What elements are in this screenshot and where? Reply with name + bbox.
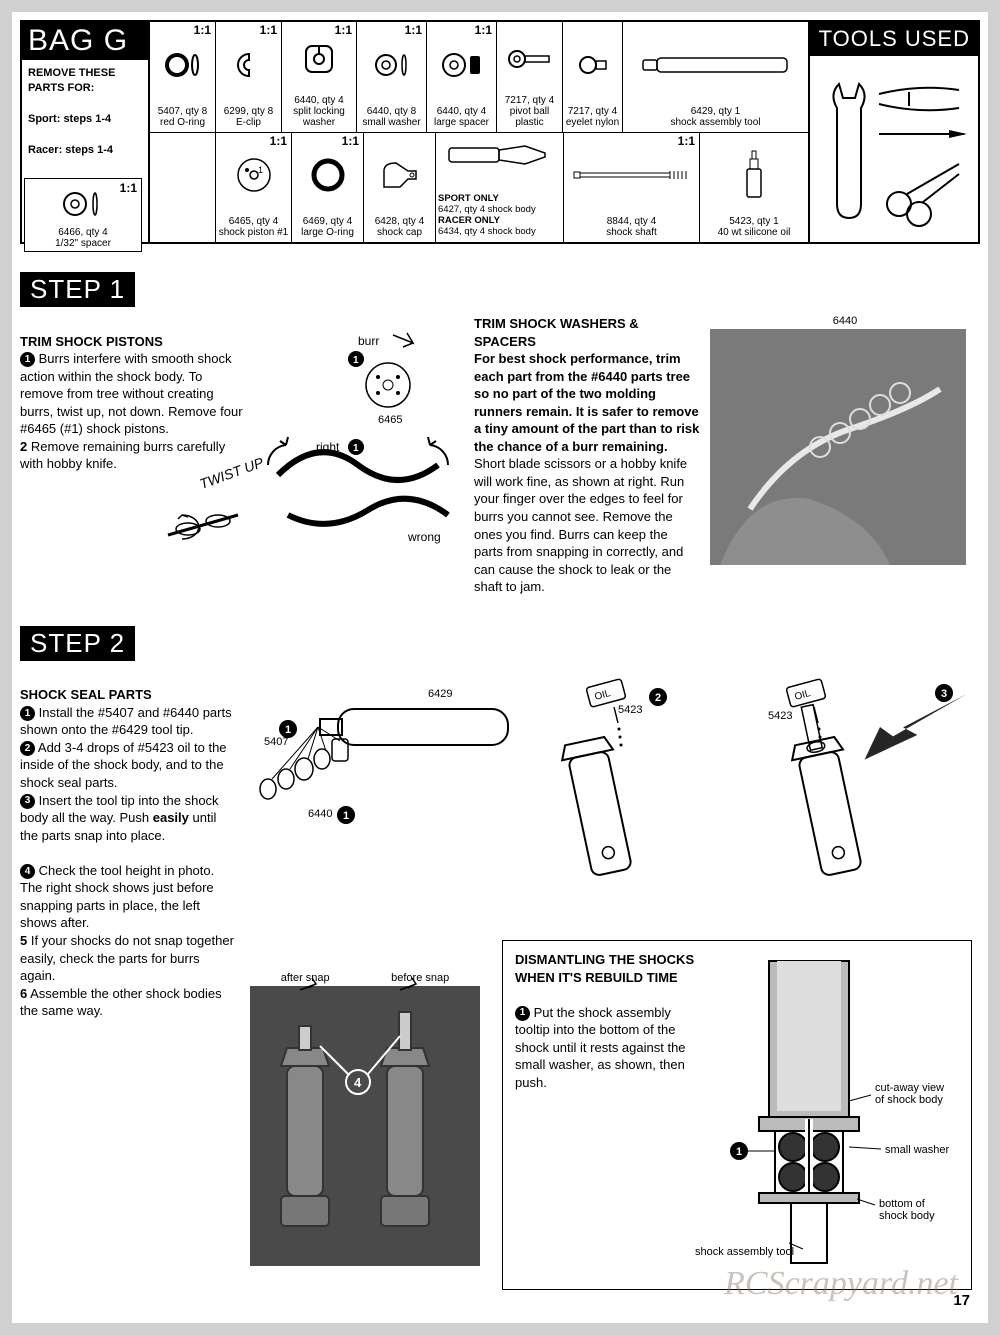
part-8844: 1:1 8844, qty 4 shock shaft [564,133,700,243]
bag-title: BAG G [22,22,148,60]
step1-h2: TRIM SHOCK WASHERS & SPACERS [474,316,639,349]
svg-text:OIL: OIL [593,688,612,703]
svg-text:5423: 5423 [768,710,792,722]
burr-label: burr [358,334,379,348]
step1-photo-col: 6440 [710,315,980,596]
svg-text:1: 1 [353,355,359,366]
dismantle-heading: DISMANTLING THE SHOCKS WHEN IT'S REBUILD… [515,952,694,985]
tools-illustration [810,56,978,242]
parts-grid: 1:1 5407, qty 8 red O-ring 1:1 6299, qty… [150,22,808,242]
bag-instructions: REMOVE THESE PARTS FOR: Sport: steps 1-4… [22,60,148,164]
dismantle-text: DISMANTLING THE SHOCKS WHEN IT'S REBUILD… [515,951,699,1274]
part-6429: 6429, qty 1 shock assembly tool [623,22,808,132]
svg-text:1: 1 [353,443,359,454]
eyelet-icon [565,24,620,106]
svg-text:2: 2 [655,692,661,704]
shock-cap-icon [366,135,433,217]
manual-page: BAG G REMOVE THESE PARTS FOR: Sport: ste… [12,12,988,1323]
remove-label: REMOVE THESE PARTS FOR: [28,67,115,94]
tools-box: TOOLS USED [808,22,978,242]
step-1: STEP 1 TRIM SHOCK PISTONS 1 Burrs interf… [20,272,980,596]
svg-text:shock body: shock body [879,1210,935,1222]
shock-snap-photo: 4 [250,986,480,1266]
photo-partnum: 6440 [710,315,980,327]
after-snap-label: after snap [281,972,330,984]
part-7217b: 7217, qty 4 eyelet nylon [563,22,623,132]
svg-text:3: 3 [941,688,947,700]
dismantle-diagram: 1 cut-away view of shock body small wash… [699,951,959,1274]
svg-text:4: 4 [354,1075,362,1090]
page-number: 17 [953,1292,970,1309]
before-snap-label: before snap [391,972,449,984]
svg-text:1: 1 [343,810,349,822]
pivot-ball-icon [499,24,560,95]
svg-text:wrong: wrong [407,530,441,544]
step2-h1: SHOCK SEAL PARTS [20,687,152,702]
step2-text: SHOCK SEAL PARTS 1 Install the #5407 and… [20,669,238,1020]
svg-text:OIL: OIL [793,688,812,703]
dismantle-box: DISMANTLING THE SHOCKS WHEN IT'S REBUILD… [502,940,972,1290]
svg-text:shock assembly tool: shock assembly tool [695,1246,794,1258]
part-shock-body: SPORT ONLY 6427, qty 4 shock body RACER … [436,133,564,243]
part-5407: 1:1 5407, qty 8 red O-ring [150,22,216,132]
hand-trim-photo [710,329,966,565]
step2-diagram-area: 6429 [238,669,980,949]
part-6428: 6428, qty 4 shock cap [364,133,436,243]
step1-right-text: TRIM SHOCK WASHERS & SPACERS For best sh… [474,315,700,596]
assembly-tool-icon [625,24,806,106]
sport-steps: Sport: steps 1-4 [28,113,111,125]
part-6440c: 1:1 6440, qty 4 large spacer [427,22,497,132]
svg-text:1: 1 [736,1146,742,1158]
svg-text:5407: 5407 [264,736,288,748]
part-6466 [150,133,216,243]
step-1-label: STEP 1 [20,272,135,307]
svg-text:cut-away view: cut-away view [875,1082,944,1094]
oil-bottle-icon [702,135,806,217]
part-6440b: 1:1 6440, qty 8 small washer [357,22,427,132]
svg-text:5423: 5423 [618,704,642,716]
step1-diagram: burr 6465 1 right 1 [248,315,468,596]
step2-photo-area: after snap before snap [250,972,480,1266]
svg-text:6440: 6440 [308,808,332,820]
parts-header-row: BAG G REMOVE THESE PARTS FOR: Sport: ste… [20,20,980,244]
part-7217a: 7217, qty 4 pivot ball plastic [497,22,563,132]
part-6466-box: 1:1 6466, qty 4 1/32" spacer [24,178,142,252]
part-6299: 1:1 6299, qty 8 E-clip [216,22,282,132]
step1-h1: TRIM SHOCK PISTONS [20,334,163,349]
part-5423: 5423, qty 1 40 wt silicone oil [700,133,808,243]
svg-text:6465: 6465 [378,414,402,426]
svg-text:small washer: small washer [885,1144,950,1156]
svg-text:of shock body: of shock body [875,1094,943,1106]
tools-title: TOOLS USED [810,22,978,56]
part-6465: 1:1 1 6465, qty 4 shock piston #1 [216,133,292,243]
bullet-1: 1 [20,352,35,367]
part-6440a: 1:1 6440, qty 4 split locking washer [282,22,357,132]
svg-text:1: 1 [285,724,291,736]
svg-text:1: 1 [258,165,263,175]
svg-text:bottom of: bottom of [879,1198,926,1210]
shock-body-icon [438,135,561,195]
part-6469: 1:1 6469, qty 4 large O-ring [292,133,364,243]
svg-text:6429: 6429 [428,688,452,700]
step-2-label: STEP 2 [20,626,135,661]
racer-steps: Racer: steps 1-4 [28,144,113,156]
